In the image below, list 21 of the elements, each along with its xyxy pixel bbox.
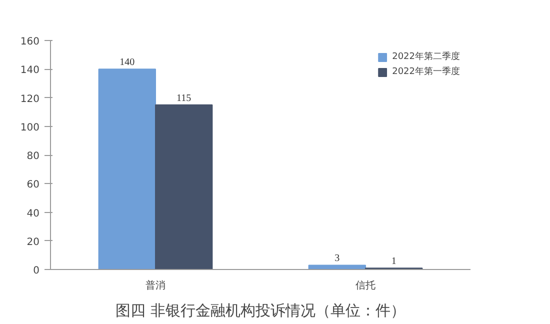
legend-label: 2022年第一季度: [392, 66, 460, 78]
y-tick-label: 80: [26, 151, 40, 162]
bar: [98, 68, 156, 270]
data-label: 3: [334, 253, 340, 264]
y-tick-label: 100: [20, 122, 40, 134]
x-tick-label: 信托: [356, 280, 376, 292]
x-tick-label: 普消: [146, 280, 166, 292]
y-tick-label: 0: [33, 266, 40, 276]
y-tick-label: 140: [20, 65, 40, 76]
y-tick-label: 60: [26, 180, 40, 191]
bar: [155, 104, 213, 270]
y-tick-label: 20: [26, 236, 40, 248]
y-tick-label: 120: [20, 94, 40, 105]
legend-label: 2022年第二季度: [392, 50, 460, 63]
y-tick-label: 160: [20, 36, 40, 48]
text: 图四 非银行金融机构投诉情况（单位：件）: [116, 302, 406, 320]
data-label: 1: [391, 256, 396, 268]
y-tick-label: 40: [26, 208, 40, 220]
data-label: 140: [120, 57, 135, 68]
data-label: 115: [176, 92, 192, 104]
bar: [308, 264, 366, 270]
